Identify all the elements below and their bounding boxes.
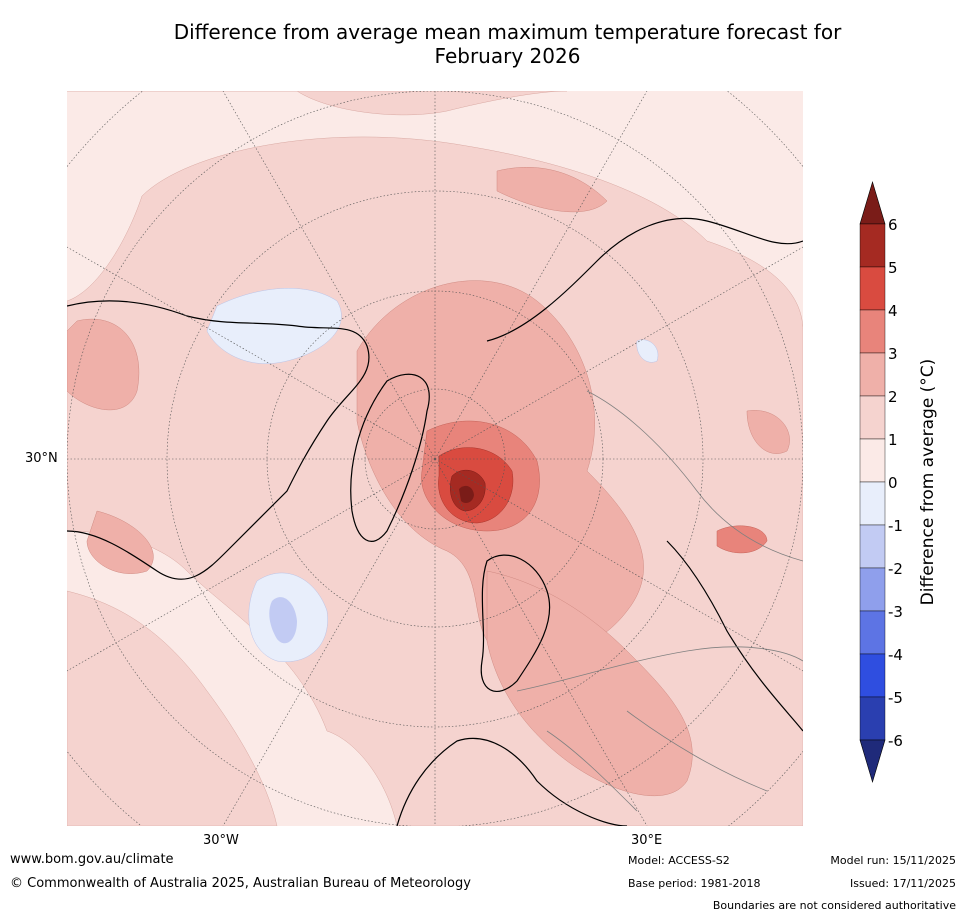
meridian-120e (434, 246, 803, 460)
chart-title: Difference from average mean maximum tem… (60, 20, 955, 68)
title-line-1: Difference from average mean maximum tem… (173, 20, 842, 44)
colorbar-tick-label: -3 (888, 603, 903, 621)
footer-issued: Issued: 17/11/2025 (849, 877, 956, 890)
colorbar-tick-label: 4 (888, 302, 898, 320)
meridian-120w (67, 246, 436, 460)
colorbar-ticks: 6 5 4 3 2 1 0 -1 -2 -3 -4 -5 -6 (888, 216, 903, 750)
coastlines (67, 217, 803, 826)
footer-copyright: © Commonwealth of Australia 2025, Austra… (10, 876, 471, 891)
colorbar-tick-label: -6 (888, 732, 903, 750)
footer-disclaimer: Boundaries are not considered authoritat… (712, 899, 956, 912)
colorbar-tick-label: 5 (888, 259, 898, 277)
anomaly-above-6-regions (459, 485, 474, 503)
colorbar-over-triangle (859, 180, 886, 225)
colorbar-segment (859, 610, 886, 655)
meridian-150e (434, 91, 648, 460)
graticule (67, 91, 803, 826)
colorbar-segment (859, 223, 886, 268)
meridian-30e (434, 458, 648, 826)
country-borders (516, 390, 803, 812)
colorbar-tick-label: -4 (888, 646, 903, 664)
colorbar-segment (859, 653, 886, 698)
colorbar-tick-label: 0 (888, 474, 898, 492)
colorbar-segment (859, 481, 886, 526)
colorbar-under-triangle (859, 739, 886, 784)
polar-map (67, 91, 803, 826)
colorbar-tick-label: 3 (888, 345, 898, 363)
title-line-2: February 2026 (434, 44, 581, 68)
latitude-circle-60n (166, 190, 704, 728)
colorbar-segment (859, 266, 886, 311)
meridian-60w (67, 458, 436, 672)
colorbar: 6 5 4 3 2 1 0 -1 -2 -3 -4 -5 -6 Difference from aver… (859, 180, 938, 784)
meridian-30w (222, 458, 436, 826)
colorbar-segment (859, 567, 886, 612)
colorbar-tick-label: -5 (888, 689, 903, 707)
tick-label-30e: 30°E (631, 833, 663, 848)
colorbar-body (859, 180, 886, 784)
colorbar-tick-label: -2 (888, 560, 903, 578)
colorbar-tick-label: 2 (888, 388, 898, 406)
colorbar-segment (859, 352, 886, 397)
colorbar-label: Difference from average (°C) (918, 359, 938, 606)
colorbar-tick-label: 6 (888, 216, 898, 234)
footer-model: Model: ACCESS-S2 (628, 854, 730, 867)
footer-model-run: Model run: 15/11/2025 (830, 854, 956, 867)
colorbar-tick-label: 1 (888, 431, 898, 449)
meridian-60e (434, 458, 803, 672)
colorbar-tick-label: -1 (888, 517, 903, 535)
anomaly-minus-1-2-regions (269, 597, 297, 644)
colorbar-segment (859, 309, 886, 354)
footer-url: www.bom.gov.au/climate (10, 852, 174, 867)
colorbar-segment (859, 395, 886, 440)
footer-base-period: Base period: 1981-2018 (628, 877, 761, 890)
meridian-150w (222, 91, 436, 460)
tick-label-30n: 30°N (25, 451, 58, 466)
colorbar-segment (859, 524, 886, 569)
colorbar-segment (859, 438, 886, 483)
tick-label-30w: 30°W (203, 833, 239, 848)
colorbar-segment (859, 696, 886, 741)
